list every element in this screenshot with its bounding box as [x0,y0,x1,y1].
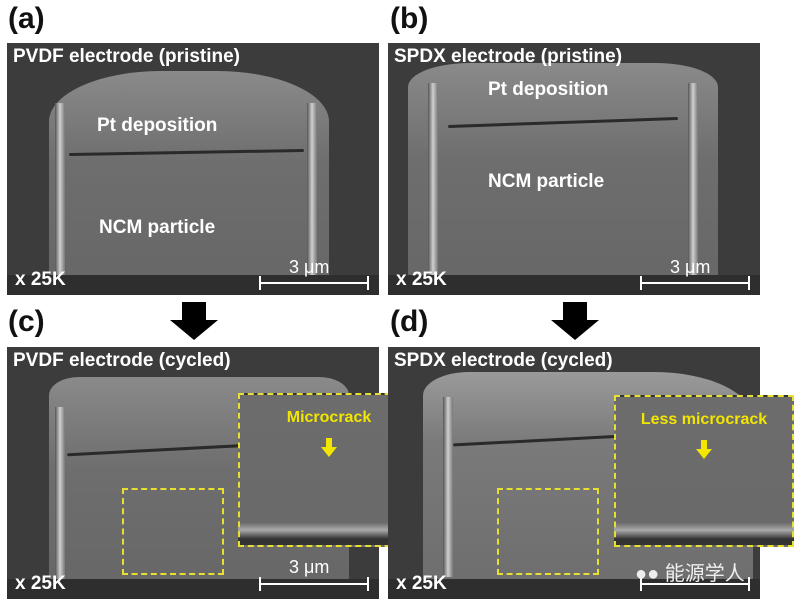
scale-bar [640,577,750,591]
magnification: x 25K [15,573,66,594]
scale-bar-label: 3 μm [289,257,330,277]
magnification: x 25K [396,269,447,290]
down-arrow-icon [563,302,587,320]
panel-label-b: (b) [390,2,429,35]
panel-title: SPDX electrode (pristine) [394,46,623,67]
panel-title: PVDF electrode (pristine) [13,46,240,67]
zoom-region-box [497,488,599,575]
magnification: x 25K [15,269,66,290]
zoom-inset-d: Less microcrack [614,395,794,547]
panel-label-d: (d) [390,305,429,338]
pt-deposition-label: Pt deposition [97,115,218,136]
pt-deposition-label: Pt deposition [488,79,609,100]
down-arrow-icon [170,320,218,340]
magnification: x 25K [396,573,447,594]
down-arrow-icon [182,302,206,320]
wechat-icon: ●● [635,563,660,585]
microcrack-label: Microcrack [286,409,372,426]
ncm-particle-label: NCM particle [99,217,216,238]
zoom-region-box [122,488,224,575]
watermark: ●● 能源学人 [635,557,745,586]
scale-bar-label: 3 μm [289,557,330,577]
panel-label-c: (c) [8,305,45,338]
scale-bar [259,276,369,290]
sem-image-a: PVDF electrode (pristine) Pt deposition … [7,43,379,295]
scale-bar [259,577,369,591]
scale-bar [640,276,750,290]
less-microcrack-label: Less microcrack [640,411,768,428]
sem-image-b: SPDX electrode (pristine) Pt deposition … [388,43,760,295]
panel-title: PVDF electrode (cycled) [13,350,231,371]
watermark-text: 能源学人 [664,563,745,585]
yellow-down-arrow-icon [321,438,337,457]
ncm-particle-label: NCM particle [488,171,605,192]
panel-title: SPDX electrode (cycled) [394,350,613,371]
yellow-down-arrow-icon [696,440,712,459]
panel-label-a: (a) [8,2,45,35]
scale-bar-label: 3 μm [670,257,711,277]
down-arrow-icon [551,320,599,340]
